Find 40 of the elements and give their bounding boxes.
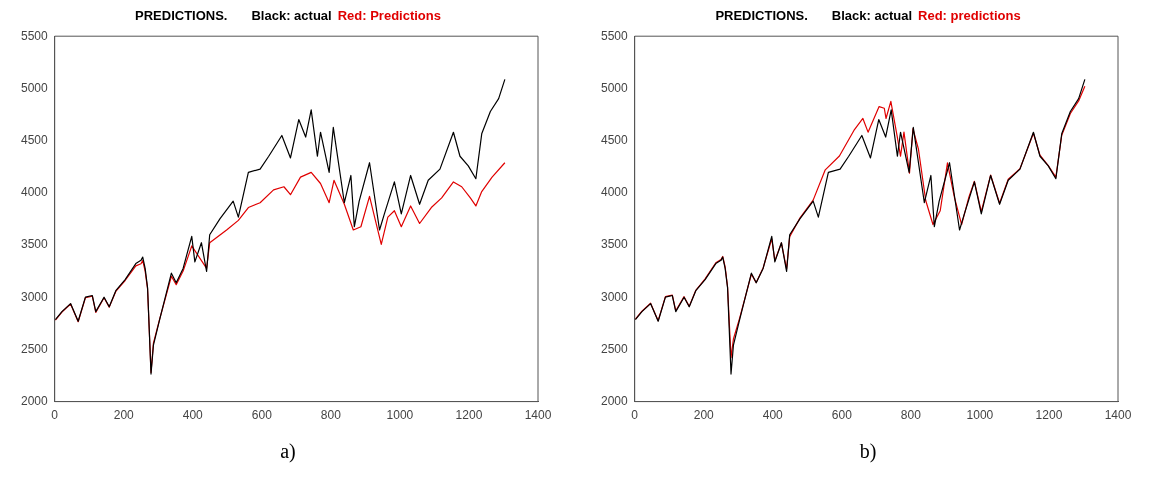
- y-tick-label: 2000: [20, 393, 49, 408]
- x-tick-label: 400: [762, 408, 784, 423]
- x-tick-label: 0: [631, 408, 639, 423]
- x-tick-label: 800: [900, 408, 922, 423]
- y-tick-label: 4000: [20, 185, 49, 200]
- y-tick-label: 5000: [20, 80, 49, 95]
- text: Black: actual: [831, 8, 913, 23]
- x-tick-label: 600: [831, 408, 853, 423]
- x-tick-label: 1000: [386, 408, 414, 423]
- text: Red: Predictions: [337, 8, 441, 23]
- y-tick-label: 5500: [20, 28, 49, 43]
- x-tick-label: 200: [113, 408, 135, 423]
- x-tick-label: 800: [320, 408, 342, 423]
- y-tick-label: 3500: [20, 237, 49, 252]
- y-tick-label: 4500: [20, 132, 49, 147]
- text: a): [280, 440, 296, 463]
- y-tick-label: 2500: [600, 341, 629, 356]
- y-tick-label: 4500: [600, 132, 629, 147]
- x-tick-label: 1000: [966, 408, 994, 423]
- chart-title: PREDICTIONS.: [715, 8, 808, 23]
- x-tick-label: 200: [693, 408, 715, 423]
- x-tick-label: 1200: [455, 408, 483, 423]
- x-tick-label: 0: [51, 408, 59, 423]
- y-tick-label: 3000: [20, 289, 49, 304]
- x-tick-label: 400: [182, 408, 204, 423]
- text: Black: actual: [251, 8, 332, 23]
- y-tick-label: 3000: [600, 289, 629, 304]
- y-tick-label: 5500: [600, 28, 629, 43]
- x-tick-label: 1200: [1035, 408, 1063, 423]
- x-tick-label: 600: [251, 408, 273, 423]
- text: b): [859, 440, 877, 463]
- text: Red: predictions: [918, 8, 1021, 23]
- y-tick-label: 3500: [600, 237, 629, 252]
- y-tick-label: 2000: [600, 393, 629, 408]
- y-tick-label: 5000: [600, 80, 629, 95]
- y-tick-label: 4000: [600, 185, 629, 200]
- x-tick-label: 1400: [524, 408, 552, 423]
- y-tick-label: 2500: [20, 341, 49, 356]
- chart-title: PREDICTIONS.: [135, 8, 228, 23]
- x-tick-label: 1400: [1104, 408, 1132, 423]
